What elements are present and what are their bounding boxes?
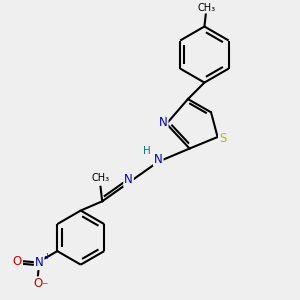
Text: H: H	[143, 146, 151, 156]
Text: O: O	[33, 277, 42, 290]
Text: N: N	[124, 173, 133, 186]
Text: O: O	[13, 254, 22, 268]
Text: S: S	[219, 132, 226, 145]
Text: N: N	[159, 116, 168, 129]
Text: N: N	[35, 256, 44, 269]
Text: CH₃: CH₃	[92, 173, 110, 183]
Text: ⁻: ⁻	[41, 280, 48, 294]
Text: N: N	[154, 153, 163, 166]
Text: +: +	[43, 252, 50, 261]
Text: CH₃: CH₃	[197, 3, 215, 13]
